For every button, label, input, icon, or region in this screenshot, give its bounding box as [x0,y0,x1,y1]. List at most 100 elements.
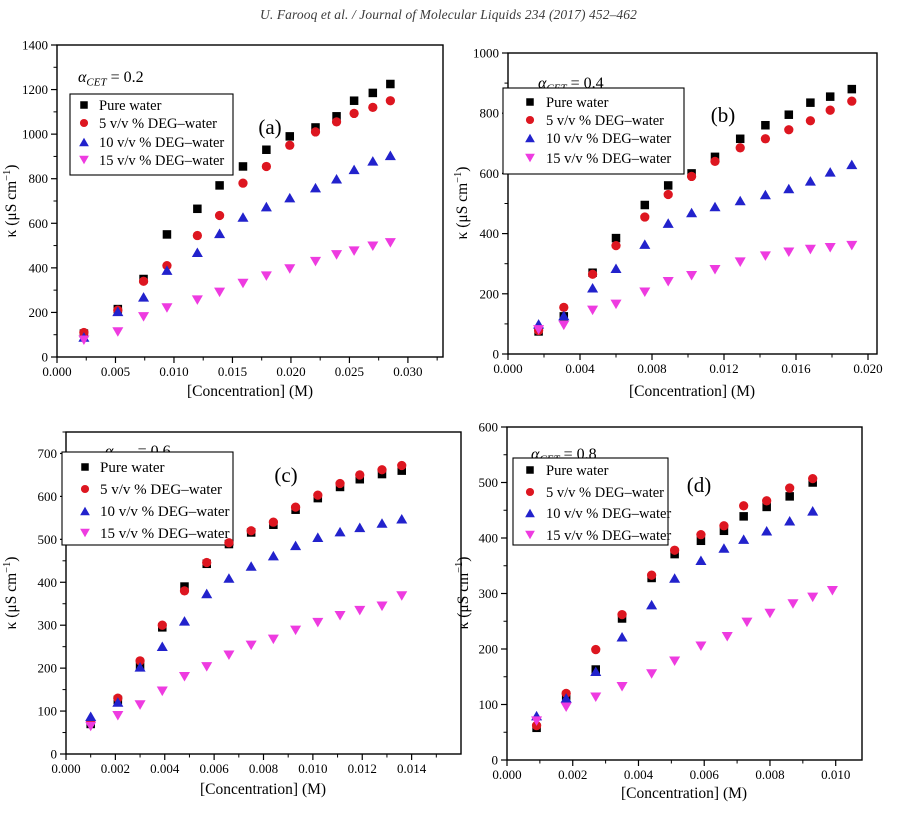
data-point-15-v-v-deg-water [260,271,272,281]
x-tick-label: 0.004 [150,761,180,776]
data-point-15-v-v-deg-water [824,242,836,253]
data-point-15-v-v-deg-water [331,250,343,260]
y-tick-label: 200 [479,642,499,657]
data-point-10-v-v-deg-water [201,588,213,599]
x-tick-label: 0.030 [393,364,422,379]
data-point-pure-water [847,84,857,94]
data-point-pure-water [215,181,224,190]
series-15-v-v-deg-water [531,585,838,726]
x-tick-label: 0.010 [821,767,850,782]
y-tick-label: 800 [480,106,500,121]
data-point-5-v-v-deg-water [368,102,378,113]
data-point-10-v-v-deg-water [610,263,622,273]
data-point-15-v-v-deg-water [348,246,360,256]
data-point-pure-water [735,134,745,144]
legend-label-15-v-v-deg-water: 15 v/v % DEG–water [546,151,671,167]
x-tick-label: 0.002 [558,767,587,782]
data-point-10-v-v-deg-water [783,183,795,194]
data-point-15-v-v-deg-water [686,270,698,281]
data-point-5-v-v-deg-water [355,470,365,480]
data-point-10-v-v-deg-water [590,666,602,676]
legend-marker-15-v-v-deg-water [525,153,535,163]
data-point-10-v-v-deg-water [178,616,191,626]
data-point-15-v-v-deg-water [709,264,721,275]
data-point-5-v-v-deg-water [285,140,295,150]
series-15-v-v-deg-water [533,240,858,335]
data-point-10-v-v-deg-water [662,218,674,228]
data-point-15-v-v-deg-water [590,692,602,703]
x-tick-label: 0.010 [159,364,188,379]
x-tick-label: 0.005 [101,364,130,379]
data-point-5-v-v-deg-water [847,96,857,106]
data-point-5-v-v-deg-water [385,96,396,106]
data-point-5-v-v-deg-water [617,609,627,620]
data-point-5-v-v-deg-water [290,502,301,512]
data-point-5-v-v-deg-water [739,501,749,511]
legend-marker-pure-water [526,98,534,106]
legend-label-5-v-v-deg-water: 5 v/v % DEG–water [99,116,217,132]
data-point-10-v-v-deg-water [312,532,324,542]
y-tick-label: 1000 [473,46,499,61]
data-point-10-v-v-deg-water [824,167,836,177]
data-point-10-v-v-deg-water [290,540,302,551]
data-point-15-v-v-deg-water [662,277,674,287]
legend-marker-pure-water [81,463,89,471]
x-tick-label: 0.008 [637,361,666,376]
y-axis-label: κ (μS cm−1) [453,167,471,240]
x-tick-label: 0.012 [709,361,738,376]
legend-marker-5-v-v-deg-water [525,487,535,497]
data-point-5-v-v-deg-water [377,465,387,475]
data-point-15-v-v-deg-water [245,640,257,651]
data-point-10-v-v-deg-water [112,697,124,707]
data-point-15-v-v-deg-water [85,721,97,732]
x-tick-label: 0.010 [298,761,327,776]
legend-marker-15-v-v-deg-water [525,530,535,540]
data-point-15-v-v-deg-water [178,671,191,682]
legend-label-pure-water: Pure water [99,98,162,114]
data-point-pure-water [349,96,359,105]
data-point-5-v-v-deg-water [157,620,167,630]
x-axis-label: [Concentration] (M) [200,781,326,798]
panel-letter: (a) [258,115,281,139]
x-tick-label: 0.014 [397,761,427,776]
legend-marker-5-v-v-deg-water [525,115,535,125]
data-point-15-v-v-deg-water [367,241,379,251]
y-tick-label: 0 [51,747,58,762]
legend-box [512,457,669,546]
data-point-10-v-v-deg-water [134,662,146,672]
x-tick-label: 0.008 [755,767,784,782]
data-point-15-v-v-deg-water [558,320,570,331]
data-point-5-v-v-deg-water [192,230,203,241]
data-point-5-v-v-deg-water [331,117,342,127]
data-point-5-v-v-deg-water [808,473,818,484]
legend-label-10-v-v-deg-water: 10 v/v % DEG–water [546,131,671,147]
y-tick-label: 300 [38,618,58,633]
y-axis-label: κ (μS cm−1) [454,557,472,630]
x-tick-label: 0.020 [276,364,305,379]
x-axis-label: [Concentration] (M) [629,383,755,400]
data-point-5-v-v-deg-water [669,545,680,555]
data-point-15-v-v-deg-water [312,617,324,628]
data-point-10-v-v-deg-water [804,176,816,186]
y-tick-label: 600 [480,166,500,181]
y-tick-label: 600 [38,489,58,504]
x-tick-label: 0.000 [493,361,522,376]
legend-marker-10-v-v-deg-water [80,506,90,516]
data-point-pure-water [368,88,378,98]
data-point-5-v-v-deg-water [640,212,650,222]
data-point-10-v-v-deg-water [695,555,707,565]
data-point-15-v-v-deg-water [846,240,858,251]
data-point-15-v-v-deg-water [223,650,235,661]
series-5-v-v-deg-water [533,96,857,336]
y-tick-label: 100 [479,697,499,712]
legend-label-10-v-v-deg-water: 10 v/v % DEG–water [100,504,230,520]
data-point-15-v-v-deg-water [560,702,572,713]
data-point-10-v-v-deg-water [718,543,730,553]
data-point-10-v-v-deg-water [156,641,168,651]
data-point-10-v-v-deg-water [734,195,746,206]
legend-marker-pure-water [80,101,88,109]
chart-panel-c: 0.000 0.002 0.004 0.006 0.008 0.010 0.012 0.014… [2,431,462,798]
data-point-pure-water [262,145,271,154]
y-tick-label: 800 [29,171,49,186]
data-point-10-v-v-deg-water [558,310,570,321]
